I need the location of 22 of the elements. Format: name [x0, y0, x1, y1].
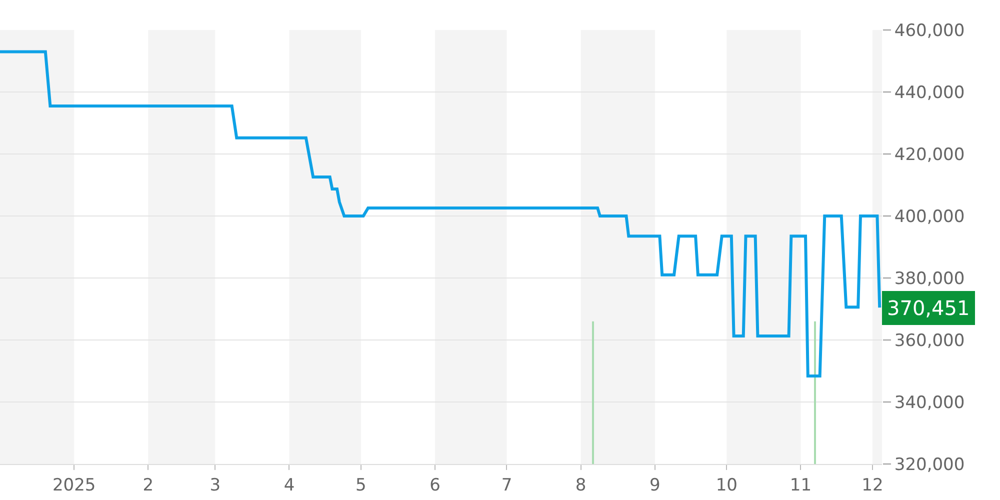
y-tick-label: 380,000: [894, 268, 965, 289]
x-tick-label: 3: [210, 475, 221, 496]
y-tick-label: 400,000: [894, 206, 965, 227]
y-tick-label: 420,000: [894, 144, 965, 165]
x-tick-label: 8: [575, 475, 586, 496]
x-tick-label: 12: [862, 475, 884, 496]
y-tick-label: 460,000: [894, 20, 965, 41]
x-tick-label: 6: [430, 475, 440, 496]
x-tick-label: 5: [356, 475, 366, 496]
y-tick-label: 360,000: [894, 330, 965, 351]
x-tick-label: 2: [142, 475, 154, 496]
y-tick-label: 320,000: [894, 454, 965, 475]
line-series: [0, 50, 882, 378]
x-tick-label: 9: [650, 475, 660, 496]
y-tick-label: 340,000: [894, 392, 965, 413]
annotation: 370,451: [887, 296, 970, 320]
x-tick-label: 11: [790, 475, 812, 496]
x-tick-label: 10: [716, 475, 738, 496]
x-tick-label: 2025: [52, 475, 96, 496]
x-tick-label: 4: [284, 475, 295, 496]
x-tick-label: 7: [501, 475, 512, 496]
y-tick-label: 440,000: [894, 82, 965, 103]
